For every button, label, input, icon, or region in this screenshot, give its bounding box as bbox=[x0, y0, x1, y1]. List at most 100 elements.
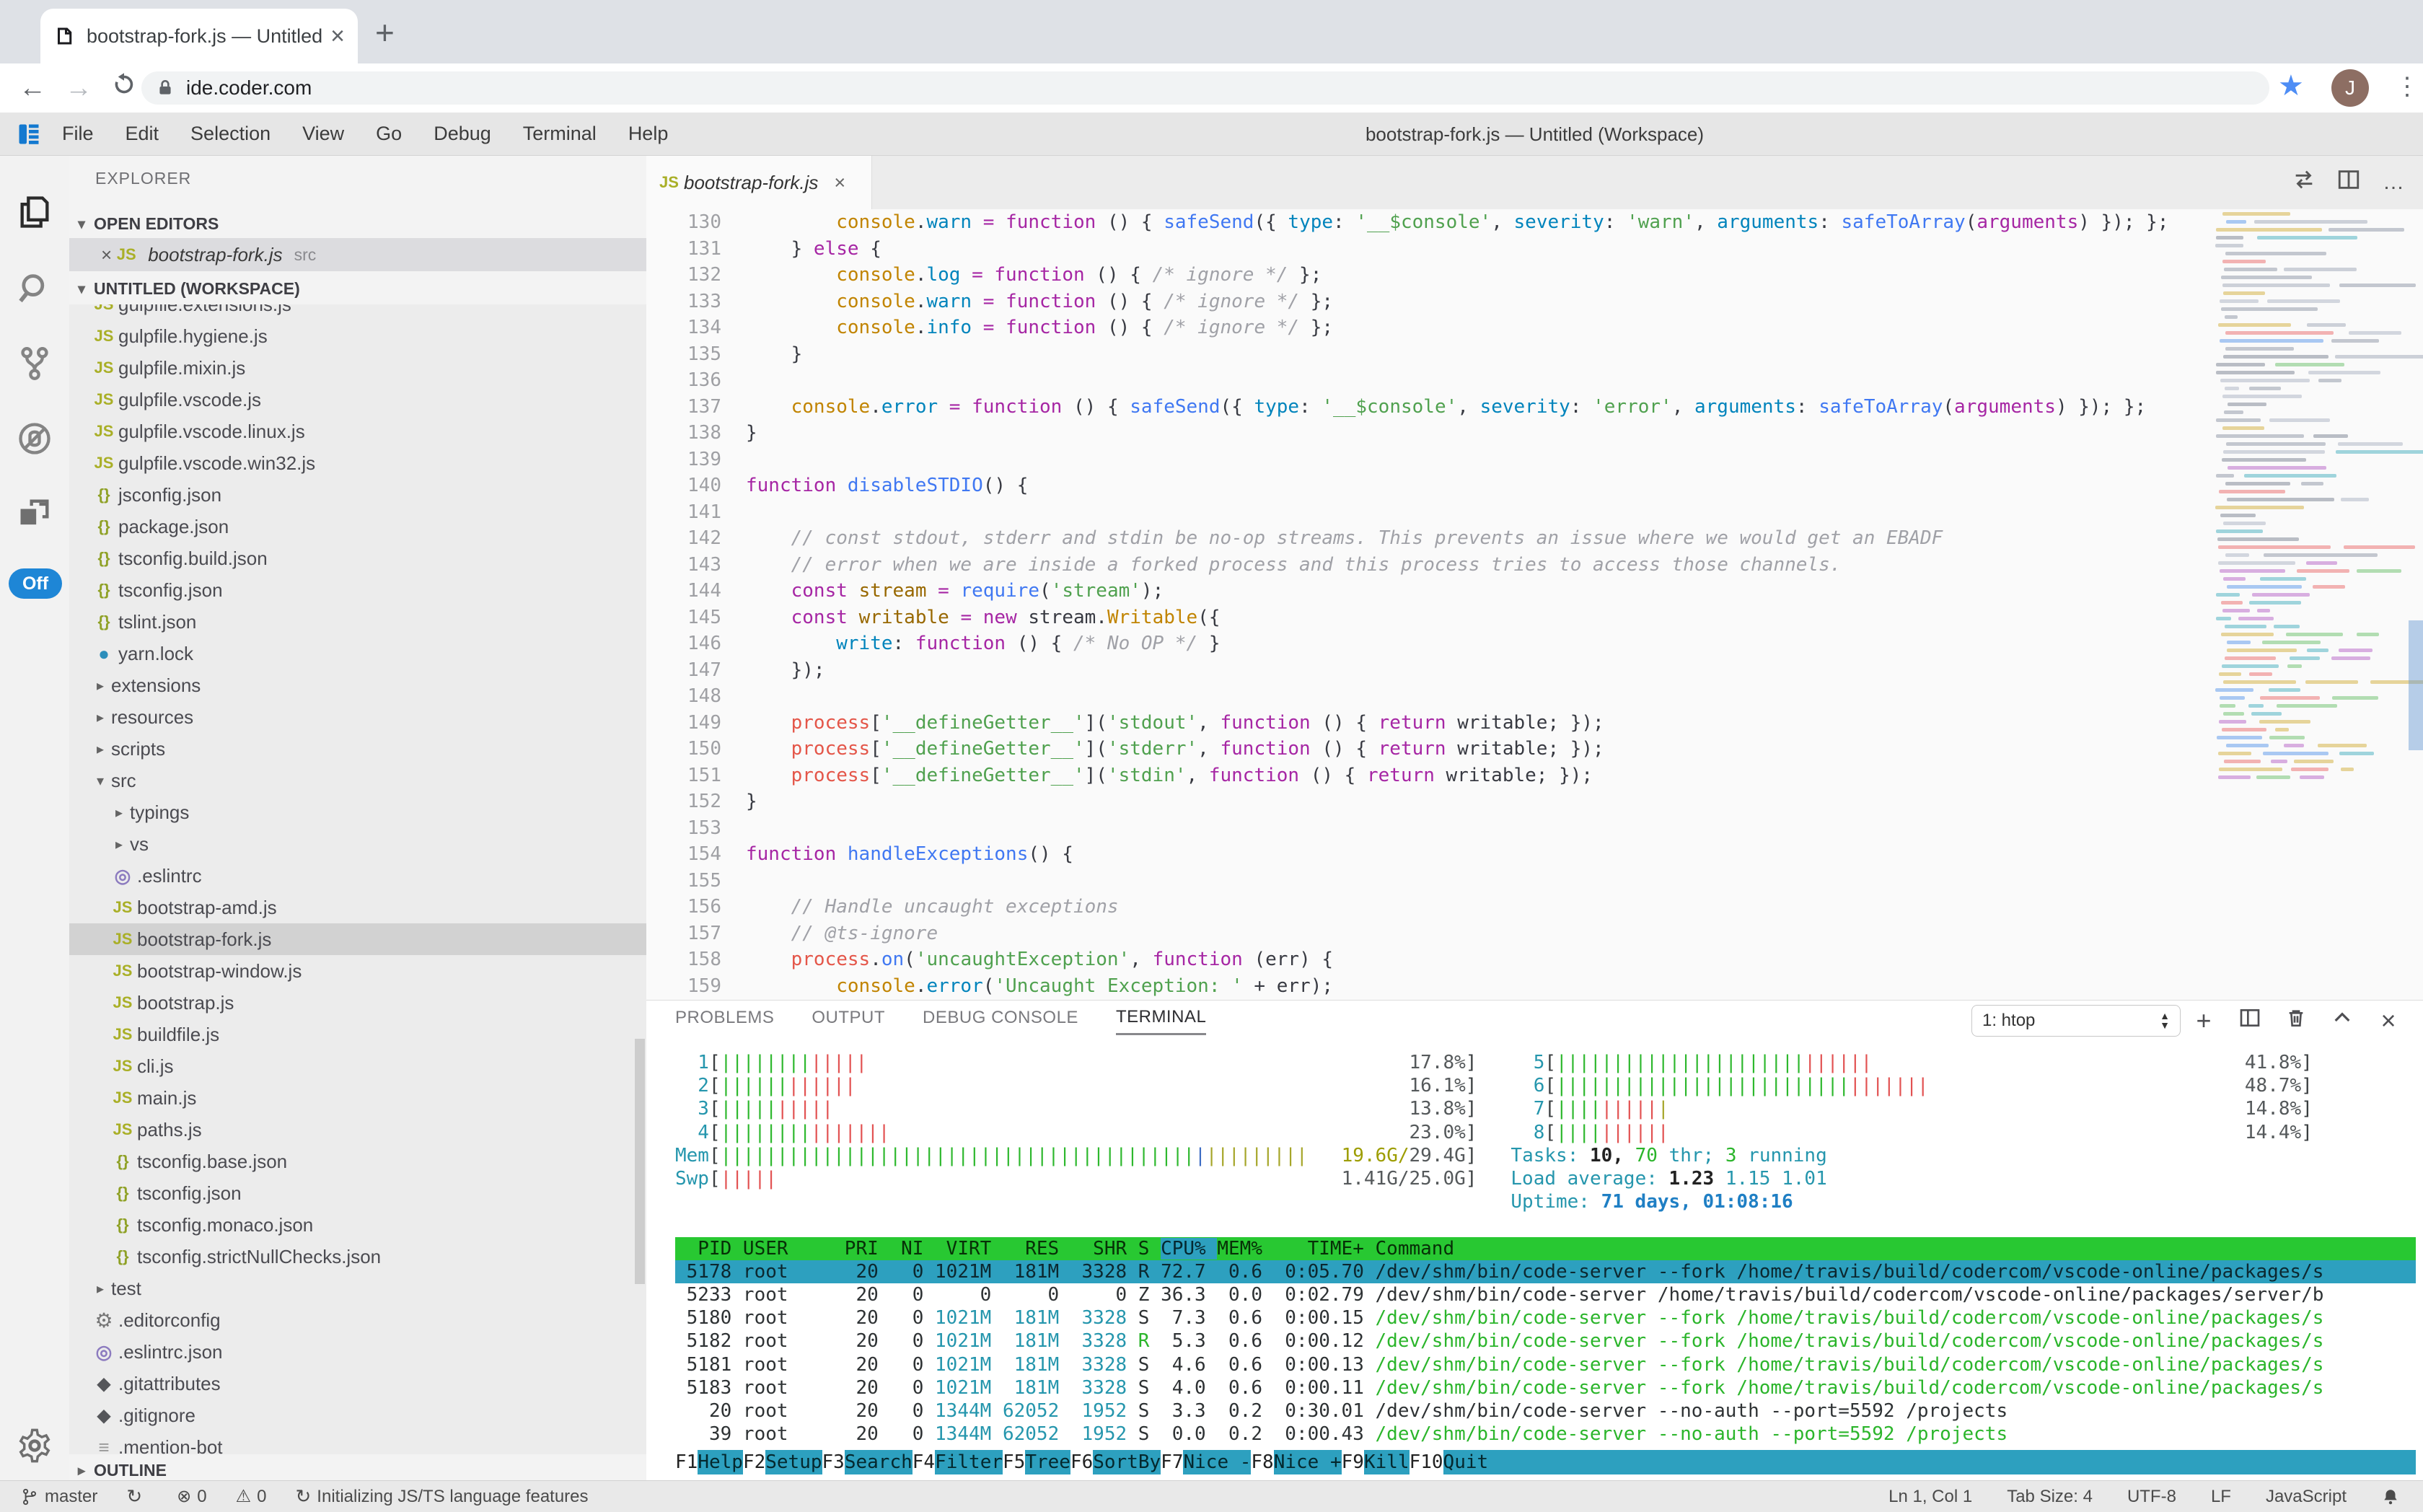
tree-item-test[interactable]: ▸ test bbox=[69, 1273, 646, 1304]
fkey-F4[interactable]: F4 bbox=[912, 1450, 936, 1474]
more-actions-icon[interactable]: … bbox=[2383, 170, 2404, 194]
statusbar-warn[interactable]: ⚠ 0 bbox=[235, 1486, 267, 1507]
fkey-F5[interactable]: F5 bbox=[1003, 1450, 1026, 1474]
tree-item-bootstrap-window.js[interactable]: JS bootstrap-window.js bbox=[69, 955, 646, 987]
fkey-label[interactable]: Search bbox=[844, 1450, 913, 1474]
terminal-select[interactable]: 1: htop ▲ ▼ bbox=[1971, 1005, 2181, 1037]
tree-item-.gitignore[interactable]: ◆ .gitignore bbox=[69, 1399, 646, 1431]
reload-icon[interactable] bbox=[111, 71, 137, 105]
tree-item-resources[interactable]: ▸ resources bbox=[69, 701, 646, 733]
menu-item-debug[interactable]: Debug bbox=[434, 123, 491, 144]
tree-item-vs[interactable]: ▸ vs bbox=[69, 828, 646, 860]
maximize-panel-icon[interactable] bbox=[2319, 1006, 2365, 1036]
fkey-label[interactable]: Filter bbox=[935, 1450, 1003, 1474]
statusbar-error[interactable]: ⊗ 0 bbox=[177, 1486, 207, 1507]
tree-item-extensions[interactable]: ▸ extensions bbox=[69, 669, 646, 701]
workspace-header[interactable]: ▾ UNTITLED (WORKSPACE) bbox=[69, 273, 646, 304]
tree-item-paths.js[interactable]: JS paths.js bbox=[69, 1114, 646, 1146]
extensions-icon[interactable] bbox=[0, 479, 69, 548]
fkey-F10[interactable]: F10 bbox=[1409, 1450, 1443, 1474]
tree-item-tsconfig.strictNullChecks.json[interactable]: {} tsconfig.strictNullChecks.json bbox=[69, 1241, 646, 1273]
statusbar-utf-8[interactable]: UTF-8 bbox=[2127, 1486, 2176, 1506]
tree-item-main.js[interactable]: JS main.js bbox=[69, 1082, 646, 1114]
statusbar-ln-1-col-1[interactable]: Ln 1, Col 1 bbox=[1888, 1486, 1973, 1506]
statusbar-tab-size-4[interactable]: Tab Size: 4 bbox=[2007, 1486, 2093, 1506]
fkey-label[interactable]: Setup bbox=[765, 1450, 822, 1474]
split-terminal-icon[interactable] bbox=[2227, 1006, 2273, 1036]
tree-item-tsconfig.monaco.json[interactable]: {} tsconfig.monaco.json bbox=[69, 1209, 646, 1241]
menu-item-help[interactable]: Help bbox=[628, 123, 669, 144]
tree-item-package.json[interactable]: {} package.json bbox=[69, 511, 646, 542]
new-terminal-icon[interactable]: + bbox=[2196, 1006, 2212, 1035]
tree-item-.gitattributes[interactable]: ◆ .gitattributes bbox=[69, 1368, 646, 1399]
back-icon[interactable]: ← bbox=[19, 72, 46, 103]
menu-item-view[interactable]: View bbox=[302, 123, 345, 144]
forward-icon[interactable]: → bbox=[65, 72, 92, 103]
tree-item-scripts[interactable]: ▸ scripts bbox=[69, 733, 646, 765]
statusbar-spinner[interactable]: ↻ Initializing JS/TS language features bbox=[295, 1485, 589, 1507]
new-tab-button[interactable]: + bbox=[375, 14, 395, 51]
fkey-F6[interactable]: F6 bbox=[1070, 1450, 1094, 1474]
fkey-label[interactable]: SortBy bbox=[1093, 1450, 1161, 1474]
fkey-F3[interactable]: F3 bbox=[822, 1450, 845, 1474]
fkey-F9[interactable]: F9 bbox=[1341, 1450, 1364, 1474]
fkey-label[interactable]: Help bbox=[698, 1450, 743, 1474]
minimap[interactable] bbox=[2211, 212, 2423, 789]
browser-avatar[interactable]: J bbox=[2331, 69, 2369, 107]
statusbar-bell[interactable] bbox=[2381, 1487, 2406, 1506]
fkey-label[interactable]: Nice - bbox=[1183, 1450, 1252, 1474]
menu-item-selection[interactable]: Selection bbox=[190, 123, 271, 144]
open-changes-icon[interactable] bbox=[2282, 167, 2326, 198]
terminal-output[interactable]: 1[||||||||||||| 17.8%] 5[|||||||||||||||… bbox=[675, 1051, 2416, 1446]
tree-item-tsconfig.build.json[interactable]: {} tsconfig.build.json bbox=[69, 542, 646, 574]
search-icon[interactable] bbox=[0, 254, 69, 323]
tree-item-gulpfile.vscode.win32.js[interactable]: JS gulpfile.vscode.win32.js bbox=[69, 447, 646, 479]
browser-menu-icon[interactable]: ⋮ bbox=[2395, 73, 2419, 100]
tree-item-typings[interactable]: ▸ typings bbox=[69, 796, 646, 828]
tree-item-.mention-bot[interactable]: ≡ .mention-bot bbox=[69, 1431, 646, 1455]
tree-item-gulpfile.vscode.linux.js[interactable]: JS gulpfile.vscode.linux.js bbox=[69, 416, 646, 447]
split-editor-icon[interactable] bbox=[2326, 167, 2371, 198]
tree-item-tsconfig.json[interactable]: {} tsconfig.json bbox=[69, 1177, 646, 1209]
tree-item-.eslintrc[interactable]: ◎ .eslintrc bbox=[69, 860, 646, 892]
fkey-label[interactable]: Nice + bbox=[1273, 1450, 1342, 1474]
open-editors-header[interactable]: ▾ OPEN EDITORS bbox=[69, 208, 646, 239]
open-editor-item[interactable]: × JS bootstrap-fork.js src bbox=[69, 238, 646, 271]
fkey-F7[interactable]: F7 bbox=[1161, 1450, 1184, 1474]
panel-tab-problems[interactable]: PROBLEMS bbox=[675, 1008, 775, 1027]
menu-item-go[interactable]: Go bbox=[376, 123, 403, 144]
settings-gear-icon[interactable] bbox=[0, 1411, 69, 1480]
tree-item-yarn.lock[interactable]: ● yarn.lock bbox=[69, 638, 646, 669]
statusbar-branch[interactable]: master bbox=[20, 1487, 97, 1507]
kill-terminal-icon[interactable] bbox=[2273, 1006, 2319, 1036]
statusbar-javascript[interactable]: JavaScript bbox=[2265, 1486, 2347, 1506]
fkey-label[interactable]: Kill bbox=[1363, 1450, 1410, 1474]
close-icon[interactable]: × bbox=[101, 243, 113, 265]
statusbar-sync[interactable]: ↻ bbox=[126, 1485, 148, 1508]
explorer-icon[interactable] bbox=[0, 177, 69, 247]
code-editor[interactable]: 130 console.warn = function () { safeSen… bbox=[646, 209, 2423, 1000]
url-bar[interactable]: ide.coder.com bbox=[141, 71, 2269, 105]
menu-item-terminal[interactable]: Terminal bbox=[522, 123, 597, 144]
tree-item-gulpfile.vscode.js[interactable]: JS gulpfile.vscode.js bbox=[69, 384, 646, 416]
browser-tab[interactable]: bootstrap-fork.js — Untitled (V × bbox=[40, 9, 358, 63]
source-control-icon[interactable] bbox=[0, 329, 69, 398]
debug-disabled-icon[interactable] bbox=[0, 404, 69, 473]
tree-item-bootstrap-fork.js[interactable]: JS bootstrap-fork.js bbox=[69, 923, 646, 955]
tree-item-gulpfile.hygiene.js[interactable]: JS gulpfile.hygiene.js bbox=[69, 320, 646, 352]
tree-item-jsconfig.json[interactable]: {} jsconfig.json bbox=[69, 479, 646, 511]
tab-close-icon[interactable]: × bbox=[330, 22, 345, 50]
editor-scrollbar[interactable] bbox=[2409, 620, 2423, 750]
tree-item-cli.js[interactable]: JS cli.js bbox=[69, 1050, 646, 1082]
tree-item-buildfile.js[interactable]: JS buildfile.js bbox=[69, 1019, 646, 1050]
fkey-label[interactable]: Quit bbox=[1443, 1450, 1489, 1474]
off-badge[interactable]: Off bbox=[9, 568, 62, 599]
tree-item-bootstrap-amd.js[interactable]: JS bootstrap-amd.js bbox=[69, 892, 646, 923]
tree-item-.eslintrc.json[interactable]: ◎ .eslintrc.json bbox=[69, 1336, 646, 1368]
fkey-F1[interactable]: F1 bbox=[675, 1450, 698, 1474]
panel-tab-debug-console[interactable]: DEBUG CONSOLE bbox=[923, 1008, 1078, 1027]
statusbar-lf[interactable]: LF bbox=[2210, 1486, 2231, 1506]
tree-item-.editorconfig[interactable]: ⚙ .editorconfig bbox=[69, 1304, 646, 1336]
tree-item-tsconfig.base.json[interactable]: {} tsconfig.base.json bbox=[69, 1146, 646, 1177]
